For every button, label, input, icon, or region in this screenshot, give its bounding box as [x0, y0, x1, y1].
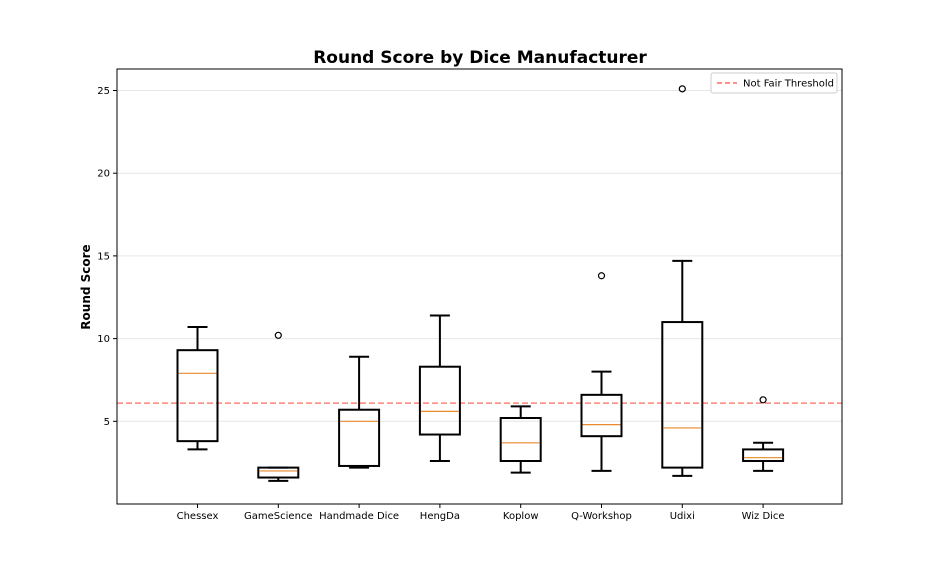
legend: Not Fair Threshold — [710, 72, 838, 94]
x-tick-label: Q-Workshop — [571, 511, 632, 522]
x-tick-label: HengDa — [420, 511, 460, 522]
box-iqr — [580, 393, 623, 438]
outlier-point — [759, 396, 767, 404]
x-tick-label: Chessex — [177, 511, 219, 522]
box-iqr — [338, 408, 381, 467]
x-tick-label: Handmade Dice — [319, 511, 399, 522]
box-wiz-dice — [742, 396, 785, 472]
x-tick-label: GameScience — [244, 511, 313, 522]
box-udixi — [661, 85, 704, 477]
box-handmade-dice — [338, 355, 381, 469]
box-q-workshop — [580, 272, 623, 472]
plot-area-frame — [116, 68, 843, 505]
x-tick-label: Udixi — [670, 511, 695, 522]
outlier-point — [597, 272, 606, 280]
box-iqr — [742, 448, 785, 462]
box-koplow — [499, 405, 542, 474]
box-iqr — [499, 416, 542, 462]
box-iqr — [661, 321, 704, 469]
box-iqr — [176, 349, 219, 443]
x-tick-label: Wiz Dice — [742, 511, 785, 522]
chart-title: Round Score by Dice Manufacturer — [313, 48, 647, 68]
box-iqr — [418, 365, 461, 436]
x-tick-label: Koplow — [503, 511, 539, 522]
y-tick-label: 15 — [97, 251, 110, 262]
box-hengda — [418, 314, 461, 462]
box-chessex — [176, 326, 219, 451]
y-tick-label: 20 — [97, 169, 110, 180]
outlier-point — [274, 331, 282, 339]
boxes-layer — [176, 85, 785, 482]
y-tick-label: 10 — [97, 334, 110, 345]
legend-label-threshold: Not Fair Threshold — [743, 79, 834, 90]
legend-frame — [710, 72, 838, 94]
y-axis-label: Round Score — [79, 244, 93, 329]
y-tick-label: 25 — [97, 86, 110, 97]
y-tick-label: 5 — [104, 417, 110, 428]
box-gamescience — [257, 331, 300, 482]
gridlines — [117, 90, 842, 422]
box-iqr — [257, 466, 300, 479]
outlier-point — [678, 85, 686, 93]
axes-layer: 5 10 15 20 25 Chessex GameScience Handmade Dice… — [97, 86, 784, 522]
